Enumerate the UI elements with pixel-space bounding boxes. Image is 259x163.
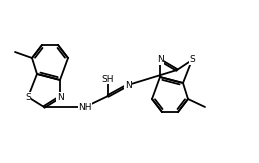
Text: N: N [157,55,163,65]
Text: N: N [125,81,131,89]
Text: N: N [57,92,63,102]
Text: NH: NH [78,103,92,111]
Text: S: S [189,55,195,65]
Text: SH: SH [102,74,114,83]
Text: S: S [25,92,31,102]
